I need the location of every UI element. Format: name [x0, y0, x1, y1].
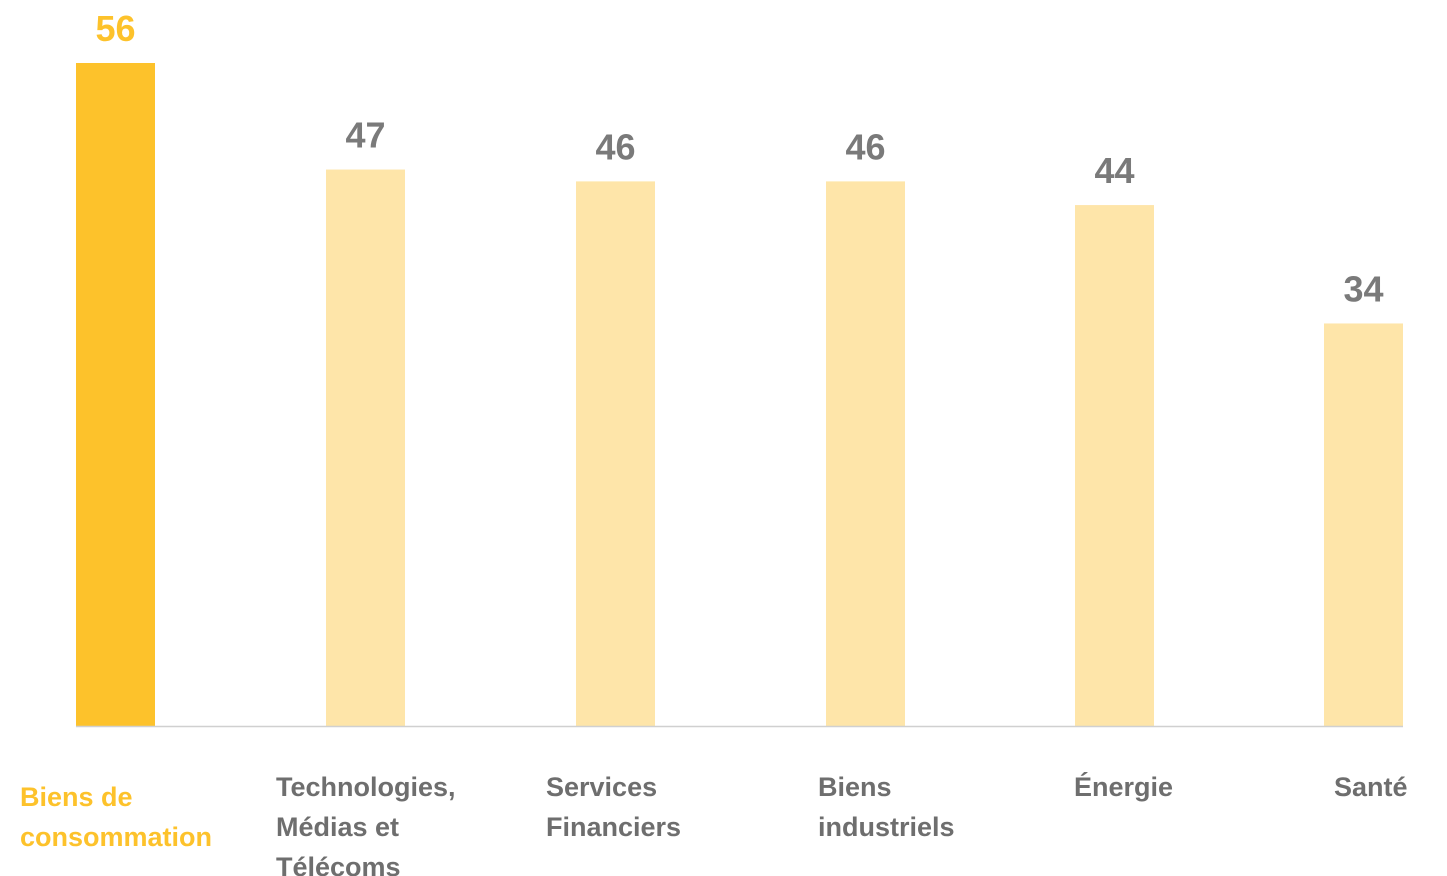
category-label-line: Biens de [20, 782, 133, 812]
value-label-2: 46 [595, 126, 635, 167]
bar-2 [576, 181, 655, 727]
category-label-line: Médias et [276, 812, 399, 842]
bar-0 [76, 63, 155, 726]
value-labels-group: 56 47 46 46 44 34 [95, 8, 1383, 309]
category-label-5: Santé [1334, 772, 1408, 802]
category-label-line: Énergie [1074, 771, 1173, 802]
bar-5 [1324, 323, 1403, 726]
category-labels-group: Biens de consommation Technologies, Médias … [20, 771, 1408, 876]
category-label-0: Biens de consommation [20, 782, 212, 852]
category-label-line: consommation [20, 822, 212, 852]
value-label-1: 47 [345, 115, 385, 156]
bars-group [76, 63, 1403, 727]
value-label-3: 46 [845, 126, 885, 167]
category-label-line: Santé [1334, 772, 1408, 802]
category-label-line: Services [546, 772, 657, 802]
category-label-line: Biens [818, 772, 892, 802]
category-label-line: Télécoms [276, 852, 401, 876]
value-label-4: 44 [1094, 150, 1134, 191]
value-label-0: 56 [95, 8, 135, 49]
category-label-2: Services Financiers [546, 772, 681, 842]
category-label-4: Énergie [1074, 771, 1173, 802]
category-label-line: Technologies, [276, 772, 456, 802]
bar-4 [1075, 205, 1154, 727]
category-label-line: Financiers [546, 812, 681, 842]
category-label-line: industriels [818, 812, 955, 842]
category-label-1: Technologies, Médias et Télécoms [276, 772, 456, 876]
value-label-5: 34 [1343, 268, 1383, 309]
bar-3 [826, 181, 905, 727]
bar-1 [326, 169, 405, 726]
category-label-3: Biens industriels [818, 772, 955, 842]
